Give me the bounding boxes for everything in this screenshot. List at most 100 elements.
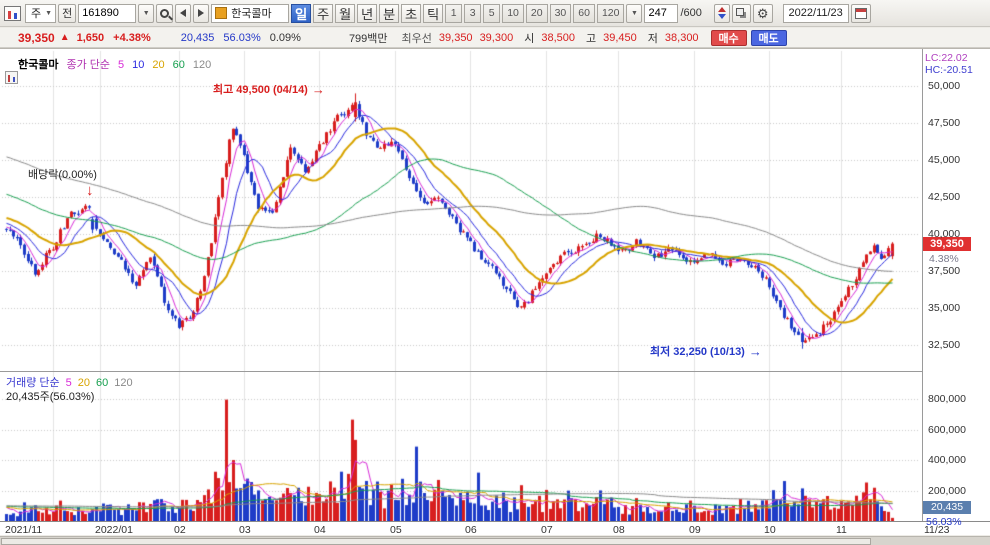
period-tab-tick[interactable]: 틱 bbox=[423, 4, 443, 23]
lc-value: LC:22.02 bbox=[925, 52, 968, 64]
period-tab-second[interactable]: 초 bbox=[401, 4, 421, 23]
date-display: 2022/11/23 bbox=[783, 4, 849, 23]
ma120-legend: 120 bbox=[193, 59, 211, 71]
price-change: 1,650 bbox=[77, 32, 105, 44]
interval-button-30[interactable]: 30 bbox=[550, 4, 572, 23]
price-legend: 한국콜마 종가 단순 5 10 20 60 120 bbox=[18, 56, 211, 72]
price-axis-label: 32,500 bbox=[928, 339, 986, 351]
trade-amount: 799백만 bbox=[349, 30, 388, 46]
price-axis-label: 40,000 bbox=[928, 228, 986, 240]
interval-button-120[interactable]: 120 bbox=[597, 4, 625, 23]
interval-button-10[interactable]: 10 bbox=[502, 4, 524, 23]
pane-divider[interactable] bbox=[0, 371, 922, 372]
volume-axis-label: 200,000 bbox=[928, 485, 986, 497]
buy-button[interactable]: 매수 bbox=[711, 30, 747, 46]
up-triangle-icon: ▲ bbox=[60, 32, 70, 43]
right-arrow-icon bbox=[198, 9, 204, 17]
interval-dropdown-button[interactable]: ▼ bbox=[626, 4, 642, 23]
best-ask: 39,350 bbox=[439, 32, 473, 44]
low-annotation: 최저 32,250 (10/13) → bbox=[650, 343, 762, 359]
app-icon bbox=[4, 6, 21, 21]
chevron-down-icon: ▼ bbox=[143, 10, 150, 17]
chart-area[interactable]: 한국콜마 종가 단순 5 10 20 60 120 LC:22.02 HC:-2… bbox=[0, 48, 990, 535]
stock-code-input[interactable] bbox=[78, 4, 136, 23]
volume-ratio: 56.03% bbox=[223, 32, 260, 44]
vma120-legend: 120 bbox=[114, 377, 132, 389]
price-legend-label: 종가 단순 bbox=[66, 56, 110, 72]
chevron-down-icon: ▼ bbox=[631, 10, 638, 17]
settings-button[interactable]: ⚙ bbox=[753, 4, 773, 23]
turnover-pct: 0.09% bbox=[270, 32, 301, 44]
volume-value: 20,435 bbox=[181, 32, 215, 44]
high-label: 고 bbox=[586, 30, 596, 46]
price-axis-label: 47,500 bbox=[928, 117, 986, 129]
high-annotation: 최고 49,500 (04/14) → bbox=[213, 81, 325, 97]
time-axis-label: 10 bbox=[764, 524, 776, 536]
price-axis-label: 37,500 bbox=[928, 265, 986, 277]
interval-button-3[interactable]: 3 bbox=[464, 4, 481, 23]
quote-bar: 39,350 ▲ 1,650 +4.38% 20,435 56.03% 0.09… bbox=[0, 28, 990, 48]
scrollbar-thumb[interactable] bbox=[1, 538, 871, 545]
left-arrow-icon bbox=[180, 9, 186, 17]
time-axis-line bbox=[0, 521, 990, 522]
bar-count-input[interactable] bbox=[644, 4, 678, 23]
horizontal-scrollbar[interactable] bbox=[0, 536, 990, 545]
time-axis-label: 09 bbox=[689, 524, 701, 536]
time-axis-label: 08 bbox=[613, 524, 625, 536]
interval-button-20[interactable]: 20 bbox=[526, 4, 548, 23]
chart-stock-title: 한국콜마 bbox=[18, 56, 58, 72]
time-axis-label: 06 bbox=[465, 524, 477, 536]
open-label: 시 bbox=[524, 30, 534, 46]
interval-button-5[interactable]: 5 bbox=[483, 4, 500, 23]
prev-stock-button[interactable] bbox=[175, 4, 191, 23]
time-axis-label: 03 bbox=[239, 524, 251, 536]
ex-dividend-annotation: 배당락(0.00%) bbox=[28, 166, 97, 182]
current-volume-marker: 20,435 bbox=[923, 501, 971, 514]
high-price: 39,450 bbox=[603, 32, 637, 44]
code-dropdown-button[interactable]: ▼ bbox=[138, 4, 154, 23]
next-stock-button[interactable] bbox=[193, 4, 209, 23]
time-axis-label: 2021/11 bbox=[5, 524, 42, 536]
time-axis-label: 04 bbox=[314, 524, 326, 536]
compare-tool-button[interactable] bbox=[732, 4, 751, 23]
ma10-legend: 10 bbox=[132, 59, 144, 71]
candlestick-chart-canvas[interactable] bbox=[0, 49, 922, 521]
down-arrow-icon: ↓ bbox=[86, 182, 94, 199]
period-tab-week[interactable]: 주 bbox=[313, 4, 333, 23]
price-axis-label: 35,000 bbox=[928, 302, 986, 314]
volume-axis-label: 600,000 bbox=[928, 424, 986, 436]
gear-icon: ⚙ bbox=[757, 7, 769, 20]
low-price: 38,300 bbox=[665, 32, 699, 44]
ma20-legend: 20 bbox=[152, 59, 164, 71]
best-bid: 39,300 bbox=[480, 32, 514, 44]
period-tab-minute[interactable]: 분 bbox=[379, 4, 399, 23]
mini-chart-icon[interactable] bbox=[5, 71, 18, 84]
hc-value: HC:-20.51 bbox=[925, 64, 973, 76]
period-tab-day[interactable]: 일 bbox=[291, 4, 311, 23]
prev-button[interactable]: 전 bbox=[58, 4, 76, 23]
price-axis-label: 42,500 bbox=[928, 191, 986, 203]
time-axis-label: 02 bbox=[174, 524, 186, 536]
search-button[interactable] bbox=[156, 4, 173, 23]
stock-name-display: 한국콜마 bbox=[211, 4, 289, 23]
ma60-legend: 60 bbox=[173, 59, 185, 71]
time-axis-label: 11 bbox=[836, 524, 847, 536]
vma60-legend: 60 bbox=[96, 377, 108, 389]
compare-icon bbox=[736, 8, 744, 16]
time-axis-label: 05 bbox=[390, 524, 402, 536]
calendar-button[interactable] bbox=[851, 4, 871, 23]
period-tab-month[interactable]: 월 bbox=[335, 4, 355, 23]
stock-name-label: 한국콜마 bbox=[231, 5, 271, 21]
toolbar: 주 ▼ 전 ▼ 한국콜마 일 주 월 년 분 초 틱 1 3 5 10 20 3… bbox=[0, 0, 990, 27]
open-price: 38,500 bbox=[541, 32, 575, 44]
time-axis-label: 07 bbox=[541, 524, 553, 536]
chart-type-combo[interactable]: 주 ▼ bbox=[25, 4, 56, 23]
chart-window: 주 ▼ 전 ▼ 한국콜마 일 주 월 년 분 초 틱 1 3 5 10 20 3… bbox=[0, 0, 990, 545]
updown-tool-button[interactable] bbox=[714, 4, 730, 23]
time-axis-label: 2022/01 bbox=[95, 524, 133, 536]
interval-button-1[interactable]: 1 bbox=[445, 4, 462, 23]
bar-max-label: /600 bbox=[680, 7, 701, 19]
sell-button[interactable]: 매도 bbox=[751, 30, 787, 46]
period-tab-year[interactable]: 년 bbox=[357, 4, 377, 23]
interval-button-60[interactable]: 60 bbox=[573, 4, 595, 23]
